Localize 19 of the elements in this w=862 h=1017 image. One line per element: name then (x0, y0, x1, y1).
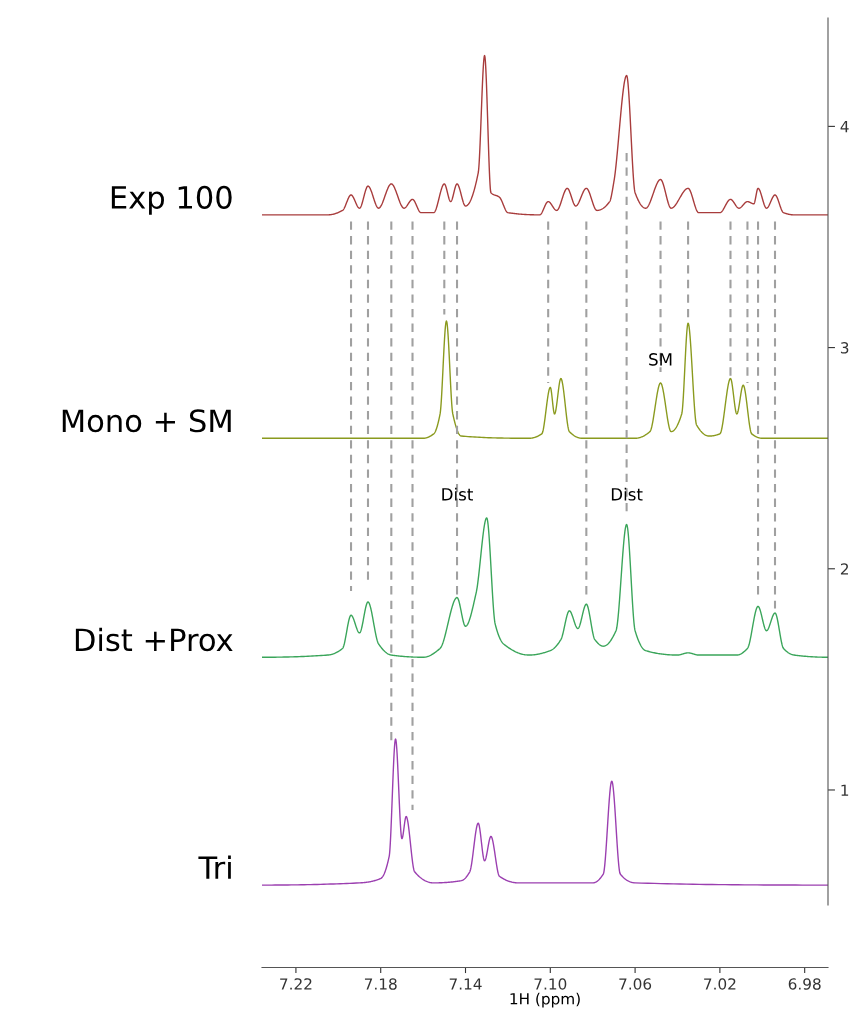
series-label: Tri (198, 855, 231, 879)
y-tick-label: 1 (841, 784, 849, 796)
x-tick-label: 7.06 (619, 978, 652, 990)
series-label: Dist +Prox (75, 627, 233, 652)
series-label: Exp 100 (111, 185, 232, 215)
y-tick-label: 4 (840, 121, 849, 133)
x-tick-label: 7.22 (280, 978, 312, 990)
annotation: SM (649, 353, 672, 366)
annotation: Dist (442, 487, 473, 501)
annotation: Dist (611, 487, 643, 501)
y-tick-label: 3 (840, 342, 849, 354)
x-tick-label: 7.14 (449, 978, 482, 990)
x-tick-label: 7.18 (364, 978, 397, 990)
y-tick-label: 2 (840, 563, 848, 575)
series-label: Mono + SM (62, 409, 231, 433)
x-tick-label: 7.10 (534, 978, 567, 990)
x-tick-label: 6.98 (788, 978, 821, 990)
x-axis-title: 1H (ppm) (510, 992, 580, 1008)
x-tick-label: 7.02 (704, 978, 736, 990)
